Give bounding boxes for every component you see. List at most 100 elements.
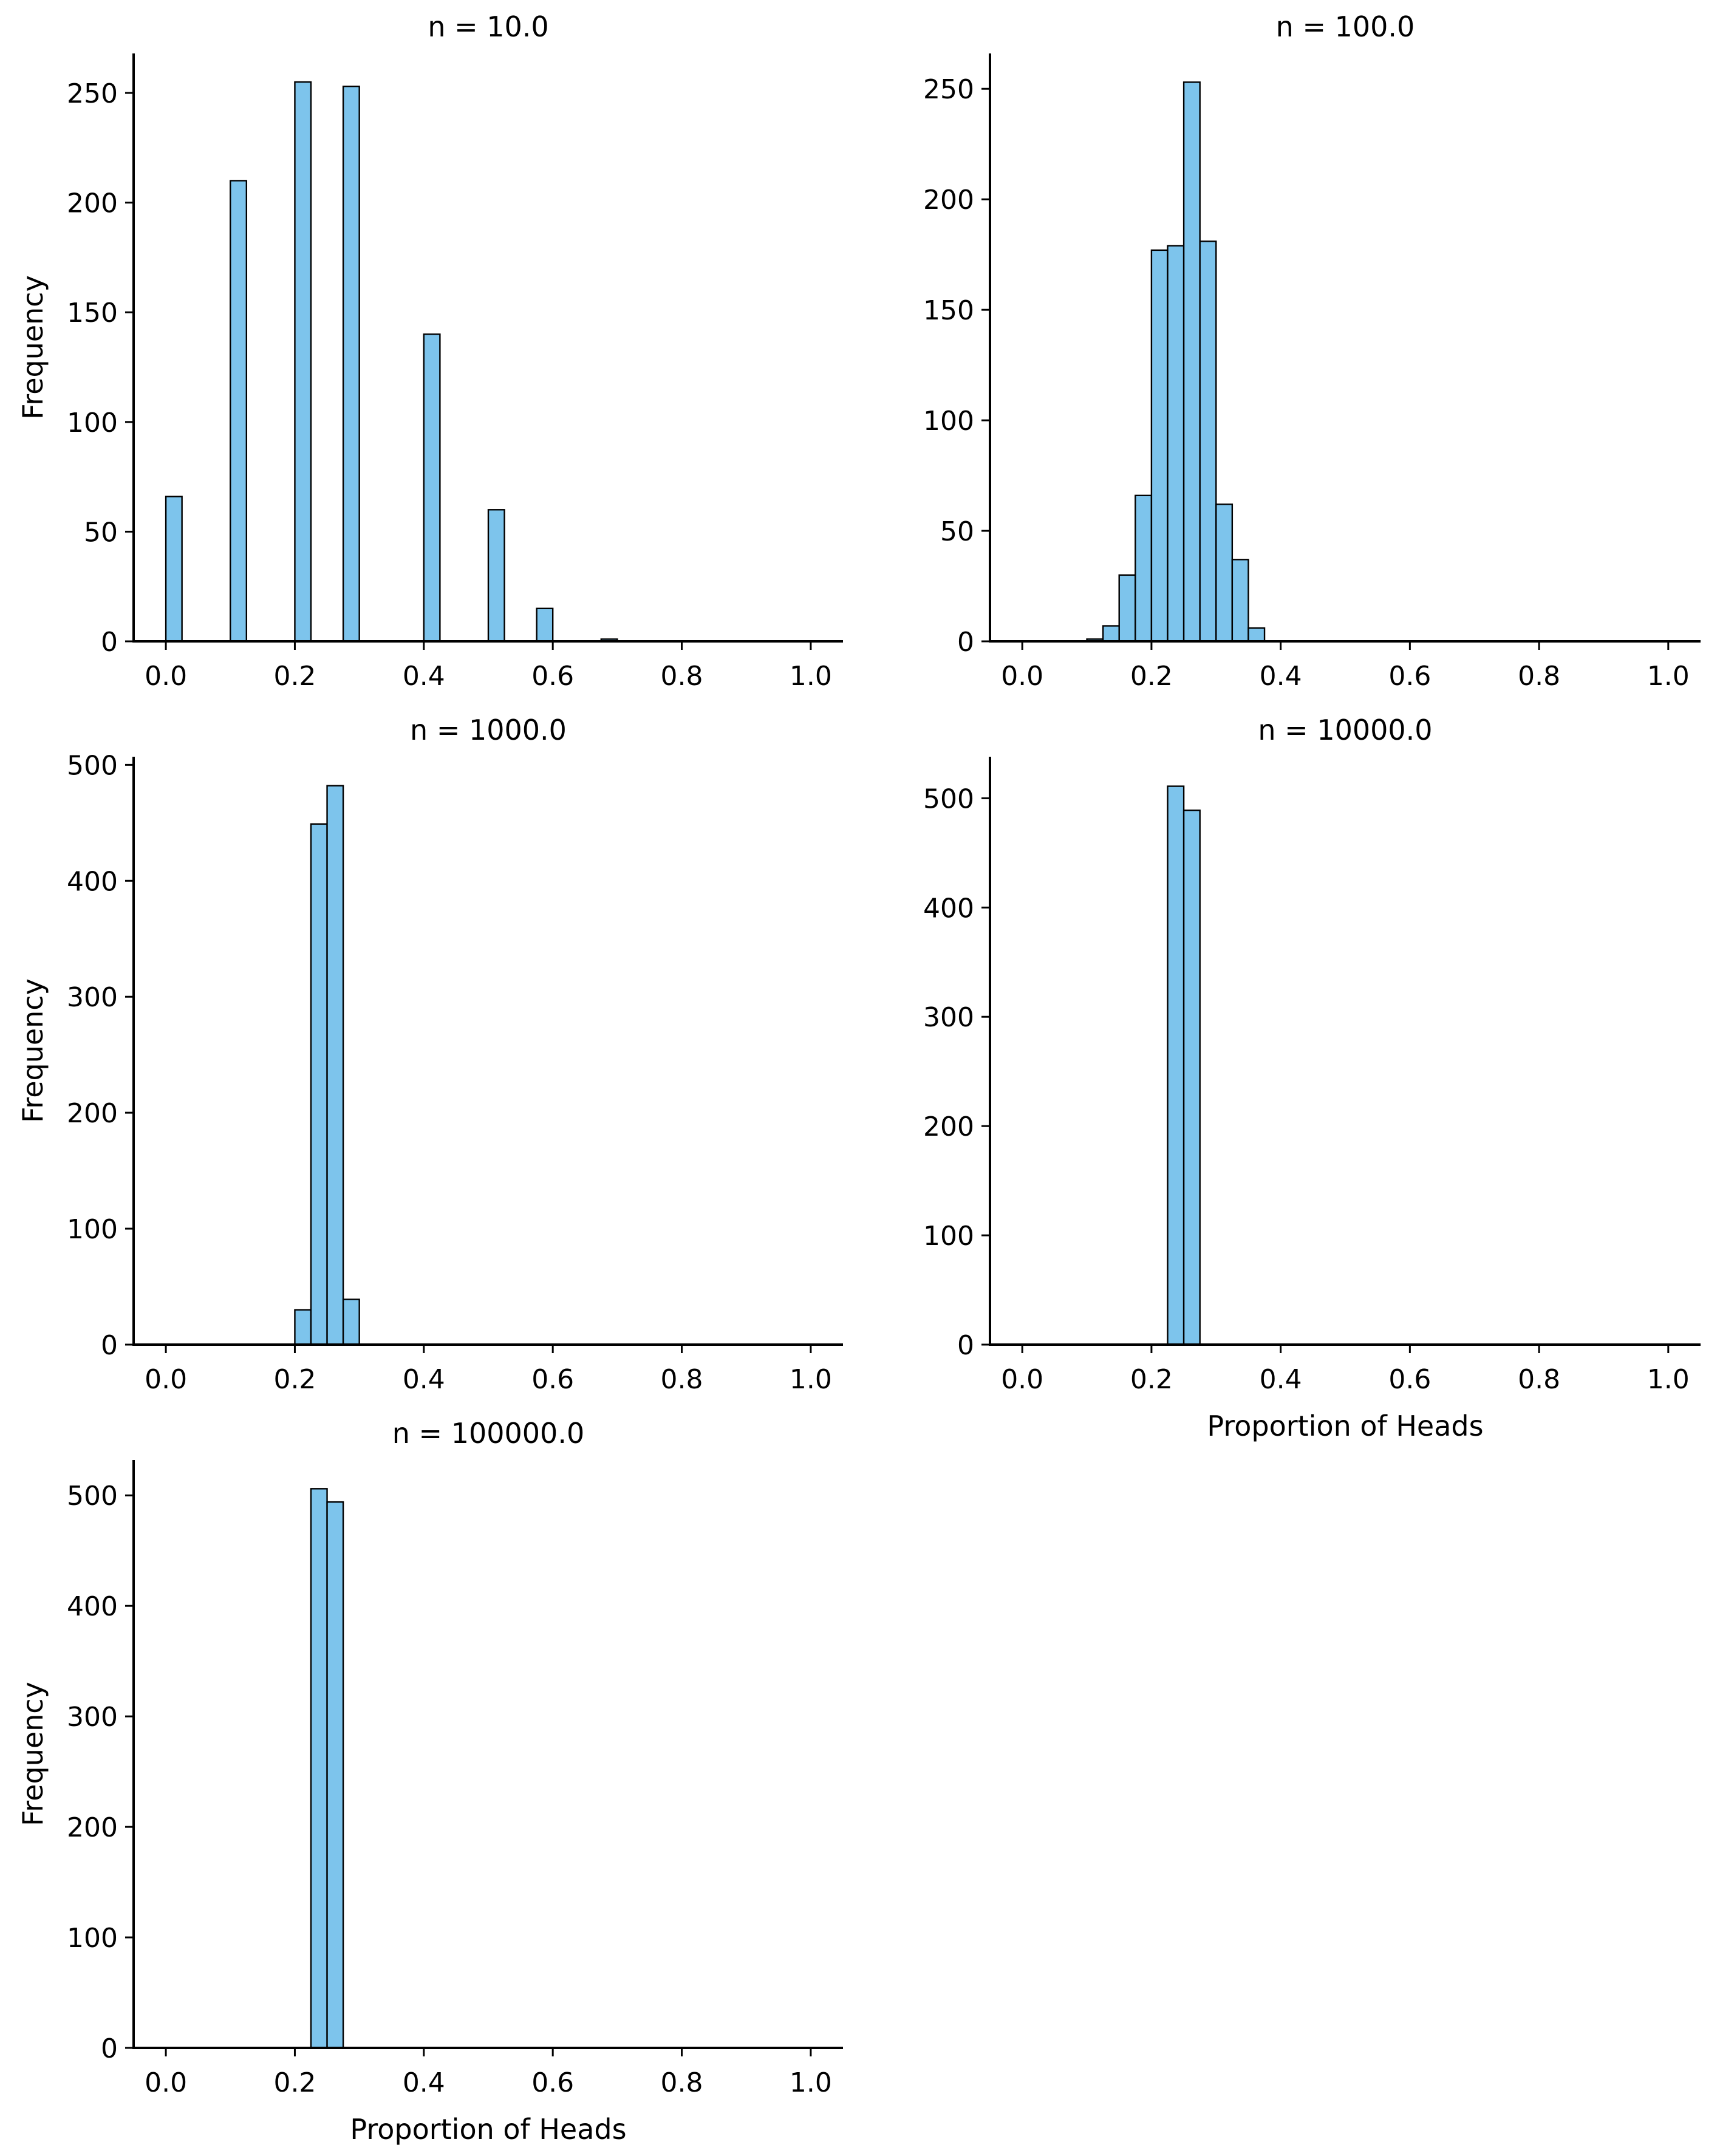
histogram-bar — [1102, 625, 1120, 643]
y-tick-label: 100 — [67, 1214, 118, 1245]
x-tick-label: 0.6 — [531, 661, 574, 692]
y-tick-label: 200 — [67, 1098, 118, 1129]
y-tick-label: 0 — [101, 1330, 118, 1361]
y-tick-label: 50 — [84, 517, 118, 548]
x-tick-label: 0.4 — [403, 1364, 445, 1395]
histogram-bar — [536, 607, 554, 643]
y-tick-label: 0 — [101, 2033, 118, 2064]
histogram-bar — [1231, 559, 1249, 643]
y-tick-label: 0 — [101, 627, 118, 658]
histogram-bar — [1247, 627, 1266, 643]
x-tick-label: 0.0 — [1001, 1364, 1043, 1395]
x-tick-label: 1.0 — [1647, 661, 1690, 692]
y-tick-label: 100 — [923, 1221, 974, 1252]
histogram-panel: 0.0 0.2 0.4 0.6 0.8 1.0 0 100 200 300 400 500 n = 10… — [923, 714, 1701, 1442]
histogram-bar — [1167, 245, 1185, 643]
x-tick-label: 0.4 — [403, 661, 445, 692]
x-tick-label: 0.8 — [1518, 661, 1560, 692]
y-axis-label: Frequency — [16, 978, 49, 1123]
y-tick-label: 50 — [940, 516, 974, 547]
y-tick-label: 200 — [67, 188, 118, 219]
histogram-bar — [423, 333, 441, 643]
histogram-panel: 0.0 0.2 0.4 0.6 0.8 1.0 0 100 200 300 400 500 n = 10… — [16, 714, 843, 1395]
histogram-bar — [342, 85, 360, 643]
histogram-bar — [326, 1501, 344, 2049]
x-tick-label: 0.8 — [1518, 1364, 1560, 1395]
x-tick-label: 0.0 — [145, 2067, 187, 2098]
x-tick-label: 0.8 — [661, 1364, 703, 1395]
x-tick-label: 0.2 — [273, 661, 316, 692]
x-tick-label: 0.2 — [1130, 661, 1173, 692]
x-tick-label: 0.0 — [145, 661, 187, 692]
x-tick-label: 0.6 — [1388, 1364, 1431, 1395]
y-tick-label: 150 — [923, 295, 974, 326]
y-tick-label: 500 — [923, 783, 974, 814]
y-tick-label: 400 — [67, 1591, 118, 1622]
x-tick-label: 0.0 — [145, 1364, 187, 1395]
y-tick-label: 250 — [923, 74, 974, 105]
y-tick-label: 200 — [923, 1111, 974, 1142]
x-tick-label: 0.4 — [403, 2067, 445, 2098]
histogram-bar — [1199, 241, 1217, 643]
y-tick-label: 0 — [957, 1330, 974, 1361]
histogram-bar — [1135, 494, 1153, 643]
histogram-bar — [342, 1298, 360, 1346]
panel-title: n = 10000.0 — [1258, 714, 1432, 746]
x-tick-label: 0.6 — [1388, 661, 1431, 692]
panel-title: n = 100.0 — [1276, 10, 1415, 43]
x-axis-label: Proportion of Heads — [1207, 1410, 1483, 1442]
y-axis-label: Frequency — [16, 1682, 49, 1826]
histogram-bar — [1167, 785, 1185, 1346]
y-tick-label: 150 — [67, 298, 118, 329]
y-tick-label: 100 — [67, 408, 118, 438]
panel-title: n = 100000.0 — [392, 1417, 584, 1450]
histogram-bar — [487, 509, 505, 643]
x-axis-label: Proportion of Heads — [350, 2113, 626, 2146]
x-tick-label: 0.2 — [1130, 1364, 1173, 1395]
y-tick-label: 400 — [923, 893, 974, 924]
y-tick-label: 200 — [923, 185, 974, 216]
x-tick-label: 0.6 — [531, 2067, 574, 2098]
histogram-bar — [1182, 81, 1201, 643]
y-tick-label: 500 — [67, 750, 118, 781]
y-tick-label: 0 — [957, 627, 974, 658]
x-tick-label: 0.8 — [661, 2067, 703, 2098]
histogram-bar — [310, 823, 328, 1346]
histogram-bar — [294, 1309, 312, 1346]
histogram-bar — [230, 180, 248, 643]
y-axis-label: Frequency — [16, 275, 49, 420]
y-tick-label: 500 — [67, 1481, 118, 1512]
y-tick-label: 100 — [67, 1923, 118, 1954]
histogram-bar — [1182, 809, 1201, 1346]
y-tick-label: 300 — [923, 1002, 974, 1033]
x-tick-label: 1.0 — [790, 661, 832, 692]
panel-title: n = 10.0 — [428, 10, 548, 43]
histogram-bar — [310, 1488, 328, 2049]
y-tick-label: 300 — [67, 982, 118, 1013]
panel-title: n = 1000.0 — [410, 714, 567, 746]
histogram-panel: 0.0 0.2 0.4 0.6 0.8 1.0 0 100 200 300 400 500 n = 10… — [16, 1417, 843, 2146]
histogram-panel: 0.0 0.2 0.4 0.6 0.8 1.0 0 50 100 150 200 250 n = 10.… — [16, 10, 843, 692]
histogram-panel: 0.0 0.2 0.4 0.6 0.8 1.0 0 50 100 150 200 250 n = 100… — [923, 10, 1701, 692]
x-tick-label: 0.8 — [661, 661, 703, 692]
y-tick-label: 200 — [67, 1812, 118, 1843]
histogram-bar — [1150, 249, 1169, 643]
x-tick-label: 1.0 — [1647, 1364, 1690, 1395]
histogram-bar — [1118, 574, 1136, 643]
histogram-bar — [326, 785, 344, 1346]
x-tick-label: 0.6 — [531, 1364, 574, 1395]
x-tick-label: 0.2 — [273, 2067, 316, 2098]
x-tick-label: 0.4 — [1260, 661, 1302, 692]
histogram-bar — [294, 81, 312, 643]
y-tick-label: 400 — [67, 866, 118, 897]
x-tick-label: 1.0 — [790, 1364, 832, 1395]
y-tick-label: 250 — [67, 78, 118, 109]
x-tick-label: 0.2 — [273, 1364, 316, 1395]
x-tick-label: 1.0 — [790, 2067, 832, 2098]
histogram-bar — [1215, 503, 1234, 643]
x-tick-label: 0.4 — [1260, 1364, 1302, 1395]
x-tick-label: 0.0 — [1001, 661, 1043, 692]
y-tick-label: 100 — [923, 406, 974, 437]
y-tick-label: 300 — [67, 1702, 118, 1733]
